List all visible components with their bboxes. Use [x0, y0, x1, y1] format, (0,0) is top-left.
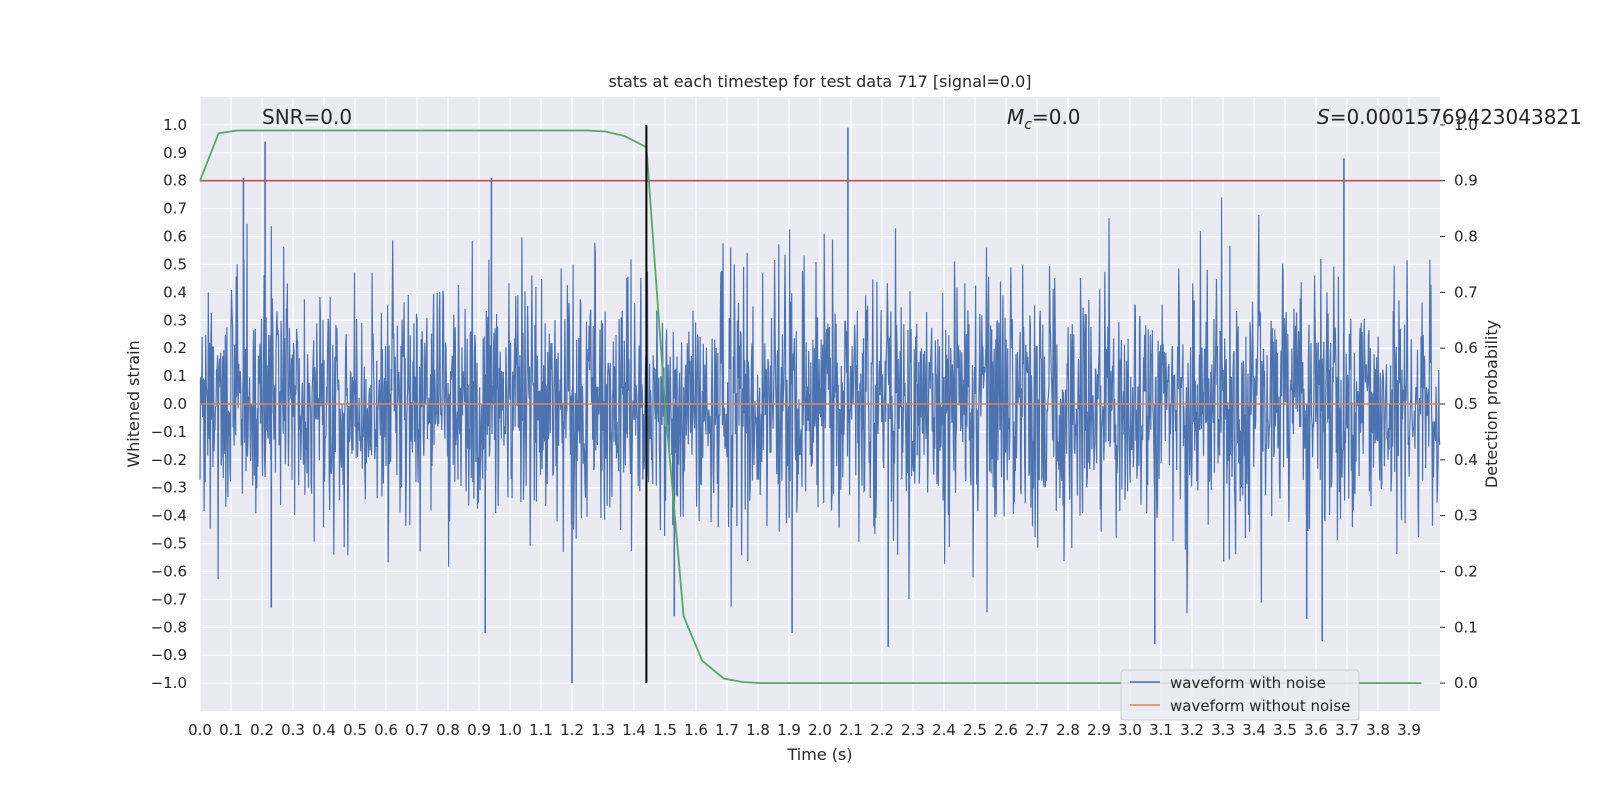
y-tick-label: 1.0 [163, 116, 187, 134]
y-tick-label: 0.0 [163, 395, 187, 413]
x-tick-label: 2.0 [808, 721, 832, 739]
legend-label-clean: waveform without noise [1170, 697, 1350, 715]
x-tick-label: 1.0 [498, 721, 522, 739]
y-tick-label: −0.4 [151, 507, 187, 525]
mc-value: =0.0 [1032, 105, 1081, 129]
y-tick-label: −0.9 [151, 646, 187, 664]
x-tick-label: 0.2 [250, 721, 274, 739]
x-tick-label: 0.4 [312, 721, 336, 739]
x-tick-label: 0.8 [436, 721, 460, 739]
y-tick-label: 0.1 [163, 367, 187, 385]
y-right-tick-label: 0.3 [1454, 507, 1478, 525]
y-axis-ticks: 1.0 0.9 0.8 0.7 0.6 0.5 0.4 0.3 0.2 0.1 0.0 −0.1 −0.… [151, 116, 187, 692]
x-tick-label: 1.9 [777, 721, 801, 739]
x-tick-label: 2.3 [901, 721, 925, 739]
mc-symbol: M [1007, 105, 1024, 129]
chart-title: stats at each timestep for test data 717… [608, 72, 1031, 91]
x-tick-label: 1.7 [715, 721, 739, 739]
y-tick-label: −0.2 [151, 451, 187, 469]
legend: waveform with noise waveform without noi… [1120, 669, 1360, 721]
x-tick-label: 3.8 [1366, 721, 1390, 739]
y-tick-label: −0.5 [151, 535, 187, 553]
x-tick-label: 2.9 [1087, 721, 1111, 739]
x-tick-label: 1.2 [560, 721, 584, 739]
y-right-tick-label: 0.8 [1454, 228, 1478, 246]
lines-layer [199, 124, 1440, 684]
x-tick-label: 2.5 [963, 721, 987, 739]
y-right-tick-label: 0.4 [1454, 451, 1478, 469]
x-tick-label: 0.3 [281, 721, 305, 739]
mc-subscript: c [1024, 117, 1032, 133]
x-tick-label: 1.5 [653, 721, 677, 739]
x-tick-label: 0.5 [343, 721, 367, 739]
x-tick-label: 3.3 [1211, 721, 1235, 739]
x-tick-label: 2.6 [994, 721, 1018, 739]
y-tick-label: −0.3 [151, 479, 187, 497]
x-tick-label: 3.6 [1304, 721, 1328, 739]
noise-waveform-line [199, 197, 1441, 614]
y-right-tick-label: 0.5 [1454, 395, 1478, 413]
s-symbol: S [1317, 105, 1330, 129]
s-value: =0.00015769423043821 [1330, 105, 1582, 129]
x-tick-label: 1.1 [529, 721, 553, 739]
y-tick-label: −0.1 [151, 423, 187, 441]
y-tick-label: 0.4 [163, 283, 187, 301]
chirp-mass-annotation: Mc=0.0 [1007, 105, 1081, 133]
x-tick-label: 2.8 [1056, 721, 1080, 739]
y-tick-label: 0.7 [163, 200, 187, 218]
x-tick-label: 0.1 [219, 721, 243, 739]
x-tick-label: 0.6 [374, 721, 398, 739]
x-tick-label: 3.2 [1180, 721, 1204, 739]
x-tick-label: 1.3 [591, 721, 615, 739]
x-tick-label: 1.6 [684, 721, 708, 739]
y-right-tick-label: 0.9 [1454, 172, 1478, 190]
y-axis-right-label: Detection probability [1482, 320, 1501, 488]
y-right-tick-label: 1.0 [1454, 116, 1478, 134]
y-tick-label: −0.6 [151, 562, 187, 580]
x-tick-label: 3.0 [1118, 721, 1142, 739]
x-tick-label: 2.1 [839, 721, 863, 739]
x-tick-label: 0.9 [467, 721, 491, 739]
y-tick-label: 0.5 [163, 255, 187, 273]
y-right-tick-label: 0.2 [1454, 562, 1478, 580]
x-tick-label: 3.5 [1273, 721, 1297, 739]
x-tick-label: 2.2 [870, 721, 894, 739]
detection-probability-line [199, 129, 1422, 684]
y-right-tick-label: 0.0 [1454, 674, 1478, 692]
snr-annotation: SNR=0.0 [262, 105, 352, 129]
score-annotation: S=0.00015769423043821 [1317, 105, 1582, 129]
x-axis-label: Time (s) [786, 745, 852, 764]
x-tick-label: 0.0 [188, 721, 212, 739]
x-tick-label: 1.8 [746, 721, 770, 739]
x-tick-label: 2.4 [932, 721, 956, 739]
y-tick-label: 0.2 [163, 339, 187, 357]
y-axis-right-ticks: 1.0 0.9 0.8 0.7 0.6 0.5 0.4 0.3 0.2 0.1 0.0 [1440, 116, 1478, 692]
y-tick-label: 0.8 [163, 172, 187, 190]
y-axis-label: Whitened strain [124, 340, 143, 467]
legend-label-noise: waveform with noise [1170, 674, 1326, 692]
x-tick-label: 0.7 [405, 721, 429, 739]
x-tick-label: 3.7 [1335, 721, 1359, 739]
noise-series [199, 127, 1441, 684]
y-tick-label: −1.0 [151, 674, 187, 692]
y-tick-label: −0.8 [151, 618, 187, 636]
y-right-tick-label: 0.7 [1454, 283, 1478, 301]
x-tick-label: 3.9 [1397, 721, 1421, 739]
legend-box [1120, 669, 1360, 721]
y-tick-label: 0.3 [163, 311, 187, 329]
y-right-tick-label: 0.6 [1454, 339, 1478, 357]
x-tick-label: 3.1 [1149, 721, 1173, 739]
y-right-tick-label: 0.1 [1454, 618, 1478, 636]
y-tick-label: 0.6 [163, 228, 187, 246]
y-tick-label: −0.7 [151, 590, 187, 608]
x-tick-label: 1.4 [622, 721, 646, 739]
x-axis-ticks: 0.0 0.1 0.2 0.3 0.4 0.5 0.6 0.7 0.8 0.9 1.0 1.1 1.2 1… [188, 721, 1421, 739]
y-tick-label: 0.9 [163, 144, 187, 162]
x-tick-label: 3.4 [1242, 721, 1266, 739]
x-tick-label: 2.7 [1025, 721, 1049, 739]
